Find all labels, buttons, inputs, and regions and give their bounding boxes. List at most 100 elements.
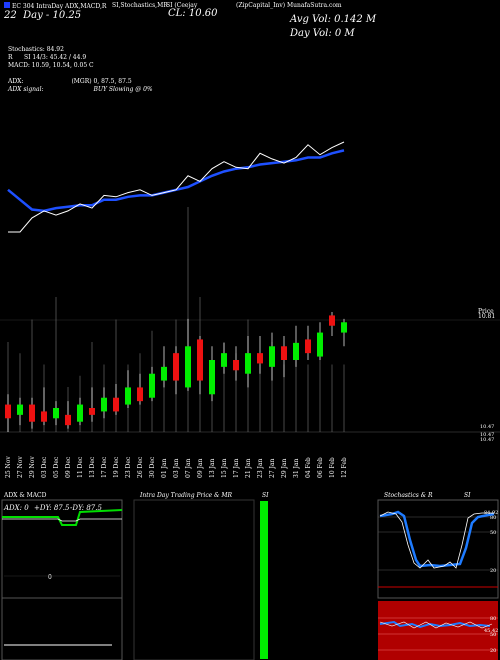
rsi-panel-frame <box>378 601 498 660</box>
date-tick-label: 03 Dec <box>41 456 48 478</box>
adx-readout: ADX: (MGR) 0, 87.5, 87.5 <box>8 78 132 85</box>
date-tick-label: 03 Jan <box>173 458 180 478</box>
candle-body <box>173 353 179 381</box>
date-tick-label: 27 Nov <box>17 456 24 478</box>
date-tick-label: 05 Dec <box>53 456 60 478</box>
price-axis-bottom-1: 10.47 <box>480 424 494 430</box>
stoch-value-label: 84.92 <box>484 510 498 516</box>
intraday-green-bar <box>260 501 268 659</box>
date-tick-label: 10 Feb <box>329 457 336 478</box>
candles <box>5 312 347 432</box>
candle-body <box>161 366 167 381</box>
rsi-value-label: 45.42 <box>484 628 498 634</box>
candle-body <box>125 387 131 405</box>
date-tick-label: 19 Dec <box>113 456 120 478</box>
price-axis-top-label: Price <box>478 308 494 315</box>
candle-body <box>281 346 287 360</box>
candle-body <box>17 404 23 415</box>
day-vol-label: Day Vol: 0 M <box>290 28 355 39</box>
candle-body <box>77 404 83 422</box>
stoch-panel-frame <box>377 499 499 599</box>
candle-body <box>269 346 275 367</box>
intraday-panel-frame <box>133 499 255 660</box>
adx-panel-title: ADX & MACD <box>3 492 47 499</box>
date-tick-label: 17 Jan <box>233 458 240 478</box>
day-range: 22 Day - 10.25 <box>4 10 82 21</box>
white-series-line <box>8 141 345 233</box>
date-axis: 25 Nov 27 Nov 29 Nov 03 Dec 05 Dec 09 Dec 11 D… <box>5 456 348 478</box>
date-tick-label: 17 Dec <box>101 456 108 478</box>
candle-body <box>329 315 335 326</box>
candle-body <box>53 408 59 419</box>
intraday-panel-title: Intra Day Trading Price & MR <box>139 492 233 499</box>
adx-panel-frame <box>1 499 123 660</box>
legend-blue-icon <box>4 2 10 8</box>
rsi-readout: R SI 14/3: 45.42 / 44.9 <box>8 54 87 61</box>
candle-body <box>149 373 155 398</box>
date-tick-label: 26 Dec <box>137 456 144 478</box>
candle-body <box>341 322 347 333</box>
candle-body <box>197 339 203 381</box>
date-tick-label: 07 Jan <box>185 458 192 478</box>
rsi-white-line <box>379 621 493 629</box>
candle-body <box>257 353 263 364</box>
price-axis-bottom-2: 10.47 <box>480 432 494 438</box>
price-axis-top-value: 10.81 <box>478 313 495 320</box>
date-tick-label: 13 Jan <box>209 458 216 478</box>
header-left: EC 304 IntraDay ADX,MACD,R <box>4 2 106 10</box>
adx-readout-b: +DY: 87.5 <box>34 504 70 512</box>
candle-body <box>209 360 215 395</box>
candle-body <box>293 342 299 360</box>
rsi-blue-line <box>379 620 491 629</box>
stoch-level-80: 80 <box>490 515 496 521</box>
date-tick-label: 09 Dec <box>65 456 72 478</box>
header-left-title: EC 304 IntraDay ADX,MACD,R <box>12 3 107 10</box>
candle-body <box>113 397 119 412</box>
macd-readout: MACD: 10.59, 10.54, 0.05 C <box>8 62 94 69</box>
close-label: CL: 10.60 <box>168 8 218 19</box>
date-tick-label: 27 Jan <box>269 458 276 478</box>
adx-readout-c: -DY: 87.5 <box>70 504 102 512</box>
header-right-title: (ZipCapital_Inv) MunafaSutra.com <box>236 2 342 9</box>
avg-vol-label: Avg Vol: 0.142 M <box>290 14 377 25</box>
candle-body <box>233 360 239 371</box>
adx-white-line <box>2 518 122 522</box>
date-tick-label: 13 Dec <box>89 456 96 478</box>
header-center-title: SI,Stochastics,MR <box>112 2 168 9</box>
candle-body <box>185 346 191 388</box>
date-tick-label: 30 Dec <box>149 456 156 478</box>
candle-body <box>305 339 311 354</box>
candle-body <box>101 397 107 412</box>
stoch-blue-line <box>379 510 495 568</box>
intraday-panel-suffix: SI <box>262 492 269 499</box>
candle-body <box>65 414 71 426</box>
rsi-level-80: 80 <box>490 616 496 622</box>
date-tick-label: 11 Dec <box>77 456 84 478</box>
stoch-readout: Stochastics: 84.92 <box>8 46 64 53</box>
date-tick-label: 06 Feb <box>317 457 324 478</box>
date-tick-label: 23 Jan <box>257 458 264 478</box>
adx-signal-readout: ADX signal: BUY Slowing @ 0% <box>8 86 153 93</box>
date-tick-label: 29 Jan <box>281 458 288 478</box>
stoch-panel-title: Stochastics & R <box>384 492 433 499</box>
stoch-panel-suffix: SI <box>464 492 471 499</box>
date-tick-label: 15 Jan <box>221 458 228 478</box>
candle-body <box>5 404 11 419</box>
date-tick-label: 23 Dec <box>125 456 132 478</box>
stoch-level-20: 20 <box>490 568 496 574</box>
date-tick-label: 01 Jan <box>161 458 168 478</box>
date-tick-label: 31 Jan <box>293 458 300 478</box>
rsi-level-20: 20 <box>490 648 496 654</box>
candle-body <box>137 387 143 402</box>
price-axis-bottom-3: 10.47 <box>480 437 494 443</box>
adx-mid-label: 0 <box>48 574 52 581</box>
rsi-level-50: 50 <box>490 632 496 638</box>
candle-body <box>317 332 323 357</box>
date-tick-label: 12 Feb <box>341 457 348 478</box>
date-tick-label: 04 Feb <box>305 457 312 478</box>
candle-body <box>221 353 227 367</box>
main-price-chart: 25 Nov 27 Nov 29 Nov 03 Dec 05 Dec 09 Dec 11 D… <box>0 141 500 478</box>
header-center-suffix: SI (Ceejay <box>166 2 198 9</box>
candle-body <box>89 408 95 415</box>
